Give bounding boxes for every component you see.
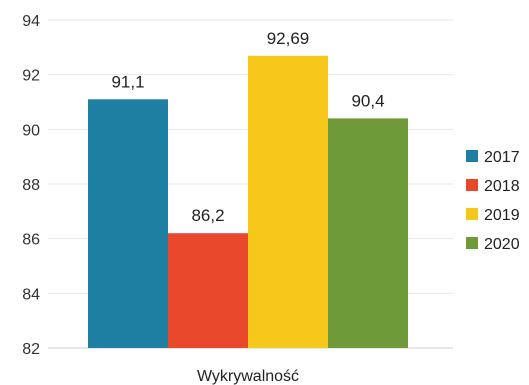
bars bbox=[88, 55, 408, 349]
legend-label-2020: 2020 bbox=[484, 236, 520, 253]
y-tick-label: 90 bbox=[22, 122, 40, 139]
legend-swatch-2017 bbox=[466, 150, 478, 162]
y-tick-label: 82 bbox=[22, 341, 40, 358]
data-labels: 91,1 86,2 92,69 90,4 bbox=[111, 29, 384, 225]
legend-label-2017: 2017 bbox=[484, 149, 520, 166]
y-axis-ticks: 82 84 86 88 90 92 94 bbox=[22, 13, 40, 358]
bar-2017 bbox=[88, 99, 168, 349]
bar-2018 bbox=[168, 233, 248, 348]
x-axis-category-label: Wykrywalność bbox=[197, 368, 299, 385]
bar-2020 bbox=[328, 118, 408, 349]
legend-swatch-2020 bbox=[466, 237, 478, 249]
data-label-2020: 90,4 bbox=[351, 91, 384, 110]
data-label-2017: 91,1 bbox=[111, 72, 144, 91]
legend-swatch-2019 bbox=[466, 208, 478, 220]
bar-2019 bbox=[248, 55, 328, 348]
legend-swatch-2018 bbox=[466, 179, 478, 191]
legend-label-2019: 2019 bbox=[484, 207, 520, 224]
y-tick-label: 88 bbox=[22, 177, 40, 194]
y-tick-label: 86 bbox=[22, 232, 40, 249]
y-tick-label: 92 bbox=[22, 68, 40, 85]
legend-label-2018: 2018 bbox=[484, 178, 520, 195]
y-tick-label: 84 bbox=[22, 286, 40, 303]
y-tick-label: 94 bbox=[22, 13, 40, 30]
legend: 2017 2018 2019 2020 bbox=[466, 149, 520, 253]
data-label-2018: 86,2 bbox=[191, 206, 224, 225]
data-label-2019: 92,69 bbox=[267, 29, 310, 48]
